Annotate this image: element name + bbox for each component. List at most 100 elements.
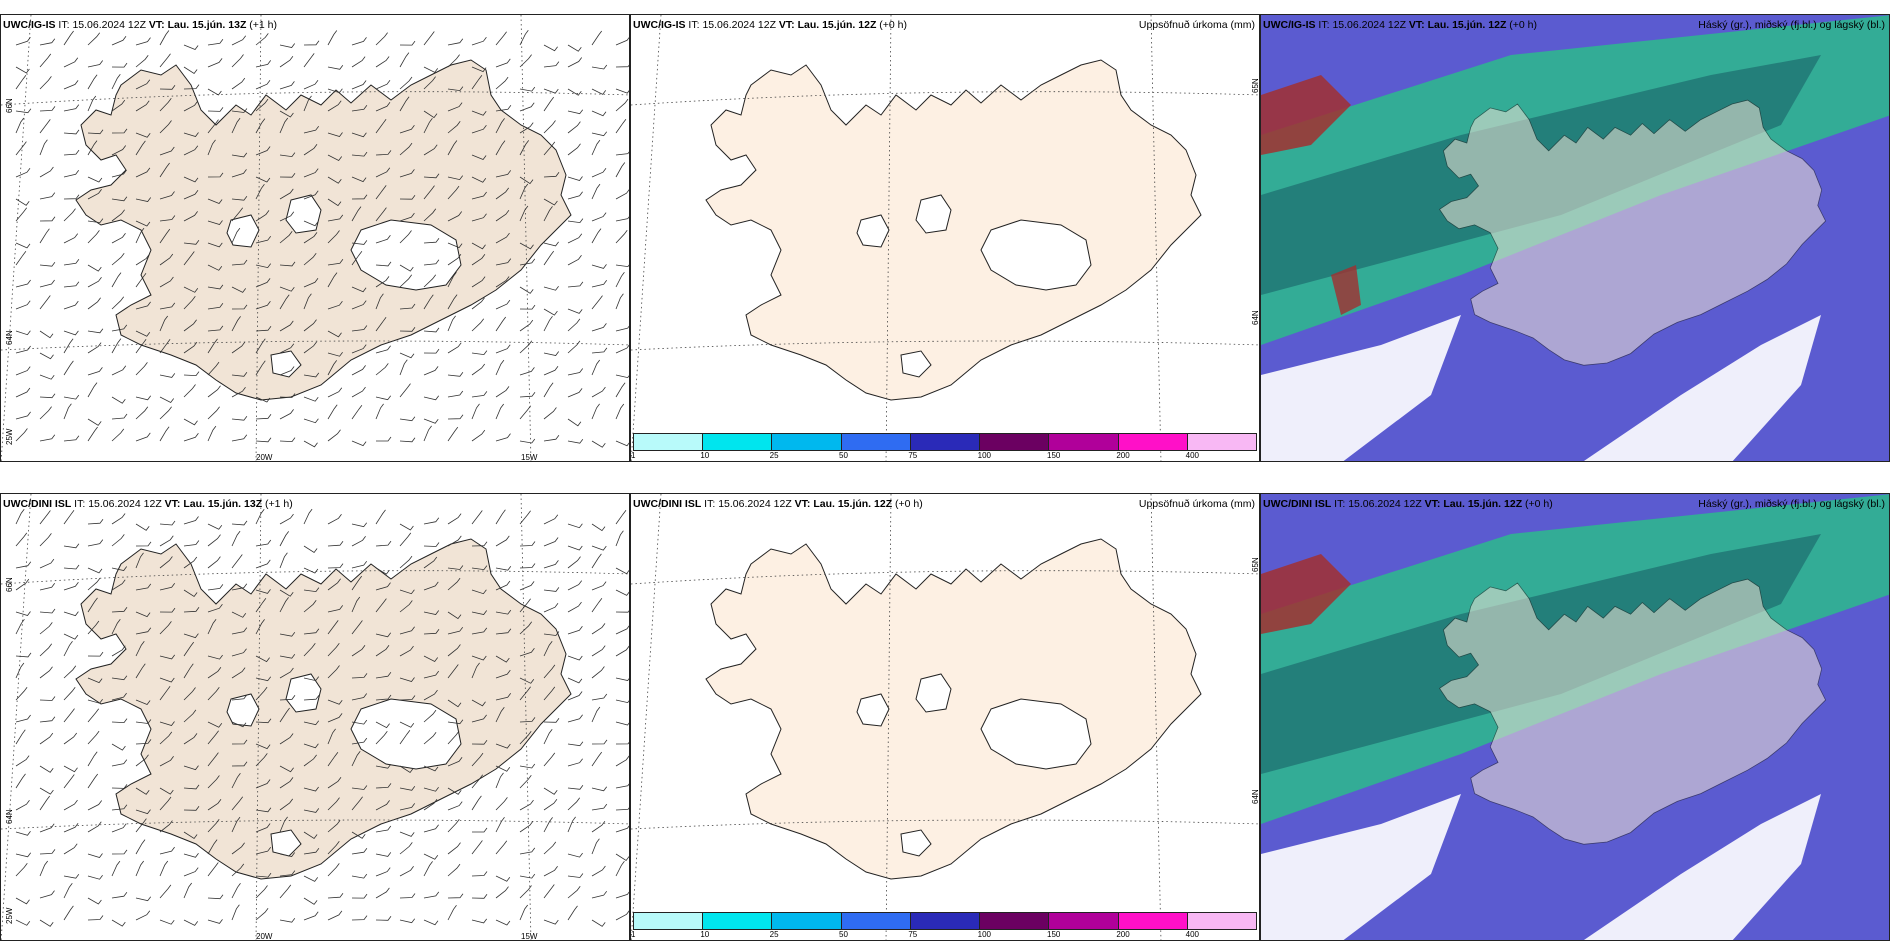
wind-barb <box>423 294 434 310</box>
wind-barb <box>279 409 294 420</box>
wind-barb <box>183 145 199 156</box>
wind-barb <box>615 677 629 681</box>
wind-barb <box>63 394 80 400</box>
wind-barb <box>351 522 368 528</box>
wind-barb <box>279 765 294 773</box>
wind-barb <box>519 648 535 657</box>
wind-barb <box>87 915 104 921</box>
wind-barb <box>207 425 217 442</box>
it-value: 15.06.2024 12Z <box>718 498 792 510</box>
wind-barb <box>423 655 439 663</box>
wind-barb <box>87 276 102 288</box>
wind-barb <box>447 294 458 310</box>
wind-barb <box>423 66 439 73</box>
wind-barb <box>615 264 629 268</box>
wind-barb <box>447 315 456 332</box>
wind-barb <box>279 870 296 877</box>
wind-barb <box>327 360 338 376</box>
wind-barb <box>399 645 414 657</box>
wind-barb <box>615 293 624 310</box>
wind-barb <box>39 696 56 701</box>
wind-barb <box>495 118 505 134</box>
wind-barb <box>183 516 199 525</box>
wind-barb <box>471 297 485 310</box>
wind-barb <box>63 582 79 591</box>
wind-barb <box>543 728 553 745</box>
wind-barb <box>63 149 80 156</box>
wind-barb <box>447 611 462 620</box>
wind-barb <box>303 190 319 200</box>
wind-barb <box>423 919 439 926</box>
wind-barb <box>255 210 270 222</box>
wind-barb <box>519 775 532 789</box>
wind-barb <box>159 276 174 288</box>
colorbar-label: 75 <box>908 930 918 939</box>
wind-barb <box>207 338 218 354</box>
wind-barb <box>495 76 509 90</box>
wind-barb <box>39 106 56 112</box>
wind-barb <box>447 787 462 795</box>
wind-barb <box>567 580 583 591</box>
wind-barb <box>495 299 511 310</box>
wind-barb <box>63 330 79 336</box>
wind-barb <box>303 95 312 112</box>
wind-barb <box>255 33 269 46</box>
wind-barb <box>327 892 344 899</box>
model-name: UWC/IG-IS <box>633 19 686 31</box>
lead-time: (+0 h) <box>1509 19 1538 31</box>
wind-barb <box>279 589 294 597</box>
wind-barb <box>39 374 55 380</box>
wind-barb <box>591 280 608 288</box>
model-name: UWC/DINI ISL <box>3 498 72 510</box>
colorbar-segment <box>1118 913 1188 929</box>
wind-barb <box>303 144 318 156</box>
wind-barb <box>63 665 77 679</box>
wind-barb <box>111 860 121 877</box>
wind-barb <box>543 241 559 247</box>
colorbar-segment <box>1187 913 1256 929</box>
wind-barb <box>351 620 363 635</box>
wind-barb <box>87 518 104 525</box>
model-name: UWC/IG-IS <box>3 19 56 31</box>
wind-barb <box>63 873 80 879</box>
wind-barb <box>495 886 509 899</box>
wind-barb <box>519 183 529 200</box>
panel-title: UWC/DINI ISL IT: 15.06.2024 12Z VT: Lau.… <box>633 498 923 510</box>
wind-barb <box>303 786 319 792</box>
it-label: IT: <box>74 498 86 510</box>
wind-barb <box>279 437 296 443</box>
wind-barb <box>327 198 342 207</box>
wind-barb <box>399 40 416 46</box>
wind-barb <box>543 172 560 178</box>
wind-barb <box>87 620 100 635</box>
colorbar-segment <box>703 913 773 929</box>
wind-barb <box>279 707 290 723</box>
wind-barb <box>351 37 367 46</box>
wind-barb <box>567 785 584 790</box>
wind-barb <box>207 406 220 420</box>
wind-barb <box>111 324 128 332</box>
wind-barb <box>39 166 54 178</box>
wind-barb <box>471 510 483 525</box>
wind-barb <box>255 807 272 813</box>
wind-barb <box>399 52 410 68</box>
wind-barb <box>111 196 128 202</box>
wind-barb <box>87 567 103 574</box>
lon-line <box>1 15 32 461</box>
wind-barb <box>207 139 216 156</box>
wind-barb <box>231 554 243 569</box>
wind-barb <box>207 534 221 547</box>
wind-barb <box>183 663 194 679</box>
wind-barb <box>159 30 170 46</box>
wind-barb <box>135 273 147 288</box>
wind-barb <box>63 765 78 773</box>
wind-barb <box>423 689 438 701</box>
wind-barb <box>279 884 292 899</box>
wind-barb <box>279 43 296 48</box>
wind-barb <box>183 132 199 137</box>
wind-barb <box>495 797 508 811</box>
wind-barb <box>231 667 246 679</box>
wind-barb <box>543 407 557 420</box>
wind-barb <box>399 695 416 701</box>
wind-barb <box>615 567 629 575</box>
